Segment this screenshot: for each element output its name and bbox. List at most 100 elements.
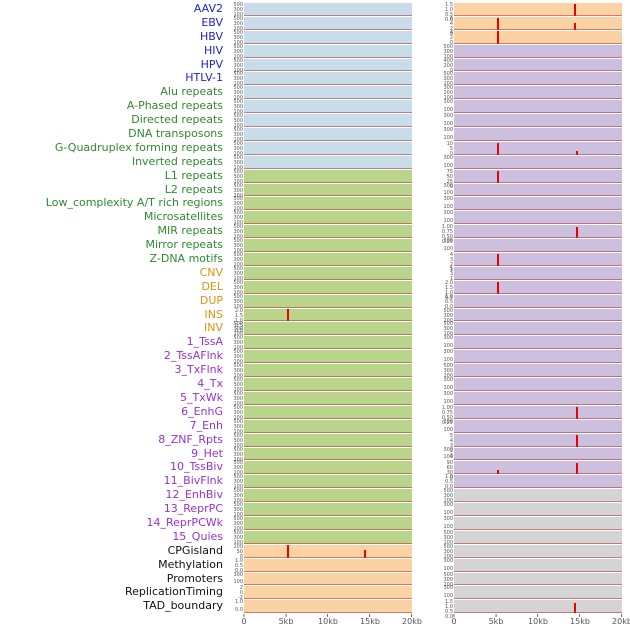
y-tick-label: 100 — [233, 456, 243, 463]
y-tick-label: 100 — [443, 373, 453, 380]
track-label: L2 repeats — [164, 182, 223, 196]
track-row: HIV 500 300 100 500 300 100 — [0, 43, 630, 59]
y-tick-label: 300 — [233, 104, 243, 111]
y-axis-ticks-right: 1.0 0.5 0.0 — [438, 294, 454, 309]
y-tick-label: 300 — [443, 210, 453, 217]
y-axis-ticks-right: 500 300 100 — [438, 322, 454, 337]
y-tick-label: 300 — [233, 173, 243, 180]
track-row: 8_ZNF_Rpts 500 300 100 5 4 3 2 1 — [0, 433, 630, 458]
track-panel-right — [454, 294, 622, 308]
y-axis-ticks-left: 500 300 100 — [228, 114, 244, 129]
track-row: INV 500 300 100 500 300 100 — [0, 321, 630, 337]
y-tick-label: 1 — [449, 275, 453, 282]
y-tick-label: 500 — [233, 363, 243, 370]
y-axis-ticks-left: 2.0 1.5 1.0 0.5 0.0 — [228, 308, 244, 333]
track-panel-left — [244, 447, 412, 461]
y-tick-label: 100 — [233, 248, 243, 255]
track-row: ReplicationTiming 2 0 -2 300 100 — [0, 585, 630, 601]
track-label: Alu repeats — [160, 85, 223, 99]
track-panel-left — [244, 391, 412, 405]
column-gap — [412, 59, 438, 72]
y-tick-label: 100 — [443, 498, 453, 505]
y-tick-label: 100 — [233, 579, 243, 586]
y-tick-label: 300 — [233, 507, 243, 514]
y-tick-label: 100 — [233, 137, 243, 144]
column-gap — [412, 142, 438, 155]
y-tick-label: 300 — [443, 238, 453, 245]
x-tick-mark — [579, 614, 581, 618]
track-panel-left — [244, 3, 412, 16]
y-axis-ticks-right: 500 300 100 — [438, 544, 454, 559]
y-tick-label: 100 — [443, 593, 453, 600]
x-axis-right: 0 5kb 10kb 15kb 20kb — [451, 614, 630, 629]
y-tick-label: 500 — [233, 224, 243, 231]
y-tick-label: 300 — [233, 465, 243, 472]
y-tick-label: 0 — [239, 553, 243, 560]
y-axis-ticks-left: 500 300 100 — [228, 321, 244, 337]
track-label: 6_EnhG — [181, 404, 223, 418]
track-row: 13_ReprPC 500 300 100 300 100 — [0, 502, 630, 518]
track-row: L1 repeats 500 300 100 75 50 25 0 — [0, 169, 630, 189]
track-panel-right — [454, 3, 622, 16]
y-tick-label: 500 — [233, 349, 243, 356]
track-label: INV — [204, 321, 223, 335]
y-tick-label: 500 — [233, 154, 243, 161]
track-panel-right — [454, 16, 622, 30]
track-panel-right — [454, 30, 622, 44]
y-tick-label: 4 — [449, 252, 453, 259]
track-label: 7_Enh — [189, 418, 223, 432]
y-tick-label: 2 — [449, 447, 453, 454]
y-axis-ticks-left: 500 300 100 — [228, 349, 244, 365]
track-panel-right — [454, 447, 622, 461]
y-tick-label: 2 — [449, 25, 453, 32]
y-tick-label: 300 — [233, 62, 243, 69]
x-tick-label: 20kb — [402, 617, 422, 627]
track-row: DEL 500 300 100 2.0 1.5 1.0 0.5 — [0, 280, 630, 300]
y-tick-label: 100 — [443, 343, 453, 350]
x-tick: 15kb — [360, 614, 380, 626]
y-tick-label: 100 — [443, 107, 453, 114]
column-gap — [412, 72, 438, 85]
y-tick-label: 50 — [236, 548, 243, 555]
track-row: HTLV-1 500 300 100 500 300 100 — [0, 71, 630, 87]
y-tick-label: 500 — [443, 43, 453, 50]
x-tick: 0 — [241, 614, 247, 626]
y-tick-label: 300 — [443, 312, 453, 319]
y-axis-ticks-right: 90 60 30 0 — [438, 461, 454, 481]
y-axis-ticks-left: 500 300 100 — [228, 169, 244, 185]
x-tick: 10kb — [528, 614, 548, 626]
track-panel-left — [244, 44, 412, 58]
column-gap — [412, 309, 438, 322]
y-tick-label: 1.5 — [445, 2, 453, 8]
y-tick-label: 60 — [446, 465, 453, 472]
track-panel-left — [244, 211, 412, 225]
track-panel-right — [454, 433, 622, 447]
y-tick-label: 500 — [233, 321, 243, 328]
y-axis-ticks-left: 500 300 100 — [228, 30, 244, 45]
track-panel-left — [244, 197, 412, 211]
track-row: INS 2.0 1.5 1.0 0.5 0.0 500 300 100 — [0, 308, 630, 333]
y-tick-label: 300 — [233, 90, 243, 97]
y-tick-label: 300 — [233, 423, 243, 430]
track-panel-right — [454, 544, 622, 558]
x-tick-mark — [453, 614, 455, 618]
y-tick-label: 300 — [443, 390, 453, 397]
track-panel-right — [454, 100, 622, 114]
track-panel-right — [454, 530, 622, 544]
y-tick-label: 500 — [233, 71, 243, 78]
y-axis-ticks-left: 500 300 100 — [228, 433, 244, 448]
track-label: AAV2 — [193, 2, 223, 15]
y-tick-label: 300 — [233, 395, 243, 402]
column-gap — [412, 197, 438, 210]
track-panel-left — [244, 419, 412, 433]
column-gap — [412, 503, 438, 516]
y-tick-label: 300 — [443, 196, 453, 203]
column-gap — [412, 489, 438, 502]
track-panel-left — [244, 86, 412, 100]
track-panel-left — [244, 280, 412, 294]
track-label: ReplicationTiming — [124, 585, 223, 599]
y-tick-label: 100 — [233, 178, 243, 185]
x-tick: 5kb — [279, 614, 293, 626]
